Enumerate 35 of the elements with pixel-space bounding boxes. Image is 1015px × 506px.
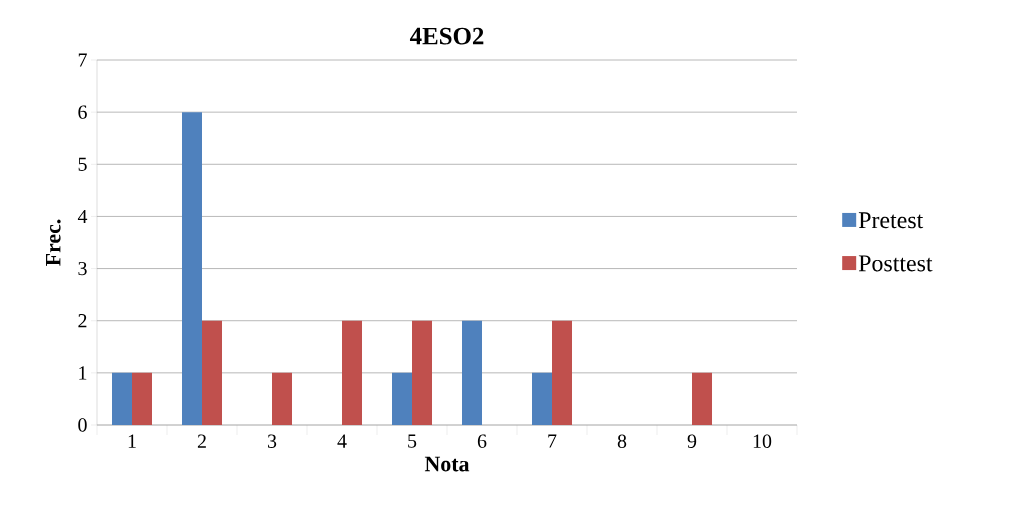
y-axis-title: Frec. (46, 219, 61, 266)
y-tick-label: 0 (78, 418, 87, 432)
y-tick-label: 1 (79, 366, 87, 380)
bar (112, 372, 132, 425)
y-tick-label: 5 (78, 157, 87, 171)
bar (202, 320, 222, 425)
y-tick-label: 7 (78, 53, 87, 67)
x-tick-label: 6 (477, 434, 487, 448)
bar (692, 372, 713, 425)
chart-title: 4ESO2 (409, 27, 484, 45)
bar (342, 320, 362, 425)
bar (552, 320, 572, 425)
x-tick-label: 1 (128, 434, 136, 448)
x-tick-label: 3 (267, 434, 277, 448)
bar (132, 372, 152, 425)
y-tick-label: 2 (78, 314, 87, 328)
y-tick-label: 3 (78, 261, 87, 276)
x-tick-label: 8 (617, 434, 627, 448)
y-tick-label: 6 (78, 105, 87, 119)
bar (272, 372, 292, 425)
x-tick-label: 2 (197, 434, 206, 448)
legend-label: Posttest (858, 255, 933, 272)
x-tick-label: 7 (548, 434, 557, 448)
bar (532, 372, 552, 425)
y-tick-label: 4 (77, 209, 88, 223)
x-tick-label: 9 (687, 434, 697, 448)
bar (412, 320, 432, 425)
x-tick-label: 10 (753, 434, 772, 448)
legend-label: Pretest (858, 212, 924, 229)
bar (392, 372, 412, 425)
x-tick-label: 4 (337, 434, 347, 448)
bar (462, 320, 482, 425)
x-tick-label: 5 (408, 434, 417, 448)
x-axis-title: Nota (424, 456, 470, 472)
bar (182, 112, 202, 425)
